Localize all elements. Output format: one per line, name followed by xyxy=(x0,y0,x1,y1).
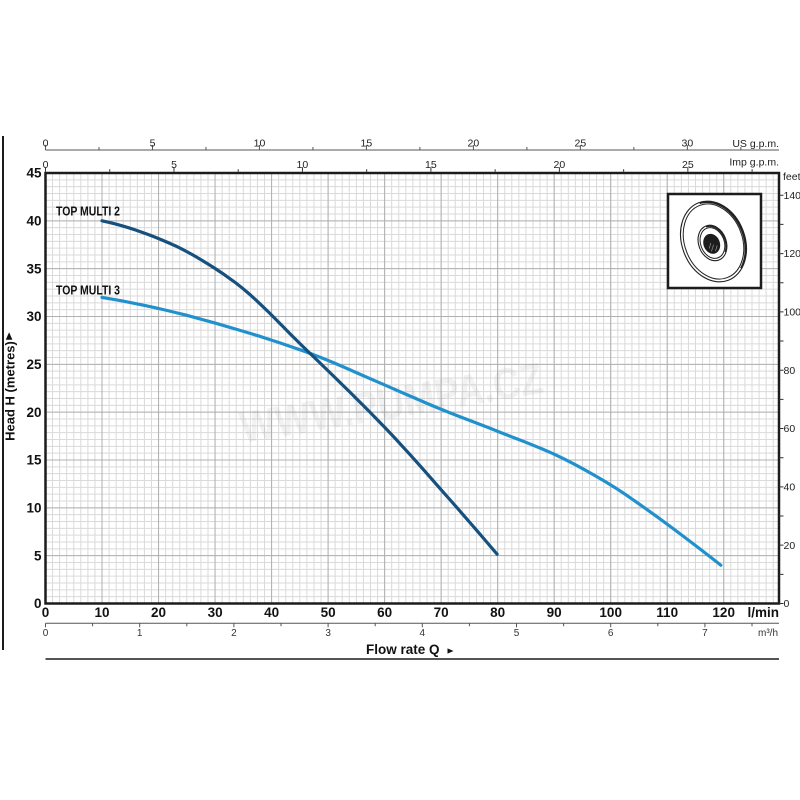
svg-text:20: 20 xyxy=(554,159,566,171)
svg-text:40: 40 xyxy=(26,214,41,229)
svg-text:5: 5 xyxy=(150,138,156,150)
svg-text:110: 110 xyxy=(656,605,678,620)
svg-text:90: 90 xyxy=(547,605,562,620)
svg-text:0: 0 xyxy=(43,159,49,171)
svg-text:Head H (metres): Head H (metres) xyxy=(3,341,18,441)
svg-text:3: 3 xyxy=(325,628,331,639)
svg-text:7: 7 xyxy=(702,628,708,639)
svg-text:feet: feet xyxy=(783,171,800,183)
svg-text:m³/h: m³/h xyxy=(758,628,778,639)
svg-text:30: 30 xyxy=(26,309,41,324)
svg-text:45: 45 xyxy=(26,166,42,181)
svg-text:6: 6 xyxy=(608,628,614,639)
svg-text:120: 120 xyxy=(784,248,800,260)
svg-text:20: 20 xyxy=(784,540,796,552)
svg-text:0: 0 xyxy=(784,598,790,610)
svg-text:10: 10 xyxy=(94,605,109,620)
svg-text:120: 120 xyxy=(712,605,735,620)
svg-text:TOP MULTI 3: TOP MULTI 3 xyxy=(56,284,120,298)
svg-text:20: 20 xyxy=(468,138,480,150)
svg-text:0: 0 xyxy=(43,628,49,639)
svg-text:25: 25 xyxy=(26,357,42,372)
svg-text:80: 80 xyxy=(490,605,505,620)
svg-text:40: 40 xyxy=(264,605,279,620)
svg-text:100: 100 xyxy=(784,307,800,319)
svg-text:40: 40 xyxy=(784,482,796,494)
svg-text:15: 15 xyxy=(425,159,437,171)
svg-text:25: 25 xyxy=(575,138,587,150)
svg-text:Flow rate Q: Flow rate Q xyxy=(366,642,440,657)
svg-text:15: 15 xyxy=(26,453,42,468)
svg-text:70: 70 xyxy=(434,605,449,620)
svg-text:l/min: l/min xyxy=(747,605,779,620)
svg-text:60: 60 xyxy=(784,423,796,435)
svg-text:35: 35 xyxy=(26,261,42,276)
svg-text:80: 80 xyxy=(784,365,796,377)
svg-text:30: 30 xyxy=(208,605,223,620)
svg-text:5: 5 xyxy=(171,159,177,171)
svg-text:15: 15 xyxy=(361,138,373,150)
svg-text:5: 5 xyxy=(34,548,42,563)
svg-text:1: 1 xyxy=(137,628,143,639)
svg-text:0: 0 xyxy=(42,605,50,620)
svg-text:10: 10 xyxy=(254,138,266,150)
svg-text:2: 2 xyxy=(231,628,237,639)
svg-text:25: 25 xyxy=(682,159,694,171)
svg-text:0: 0 xyxy=(34,596,42,611)
svg-text:20: 20 xyxy=(151,605,166,620)
svg-text:4: 4 xyxy=(420,628,426,639)
svg-text:140: 140 xyxy=(784,190,800,202)
svg-text:0: 0 xyxy=(43,138,49,150)
svg-text:Imp g.p.m.: Imp g.p.m. xyxy=(729,157,779,169)
svg-text:60: 60 xyxy=(377,605,392,620)
svg-text:5: 5 xyxy=(514,628,520,639)
svg-text:50: 50 xyxy=(321,605,336,620)
svg-text:10: 10 xyxy=(26,501,41,516)
svg-text:US g.p.m.: US g.p.m. xyxy=(732,138,779,150)
svg-text:100: 100 xyxy=(599,605,622,620)
svg-text:20: 20 xyxy=(26,405,41,420)
svg-text:30: 30 xyxy=(682,138,694,150)
svg-text:TOP MULTI 2: TOP MULTI 2 xyxy=(56,205,120,219)
svg-text:10: 10 xyxy=(297,159,309,171)
